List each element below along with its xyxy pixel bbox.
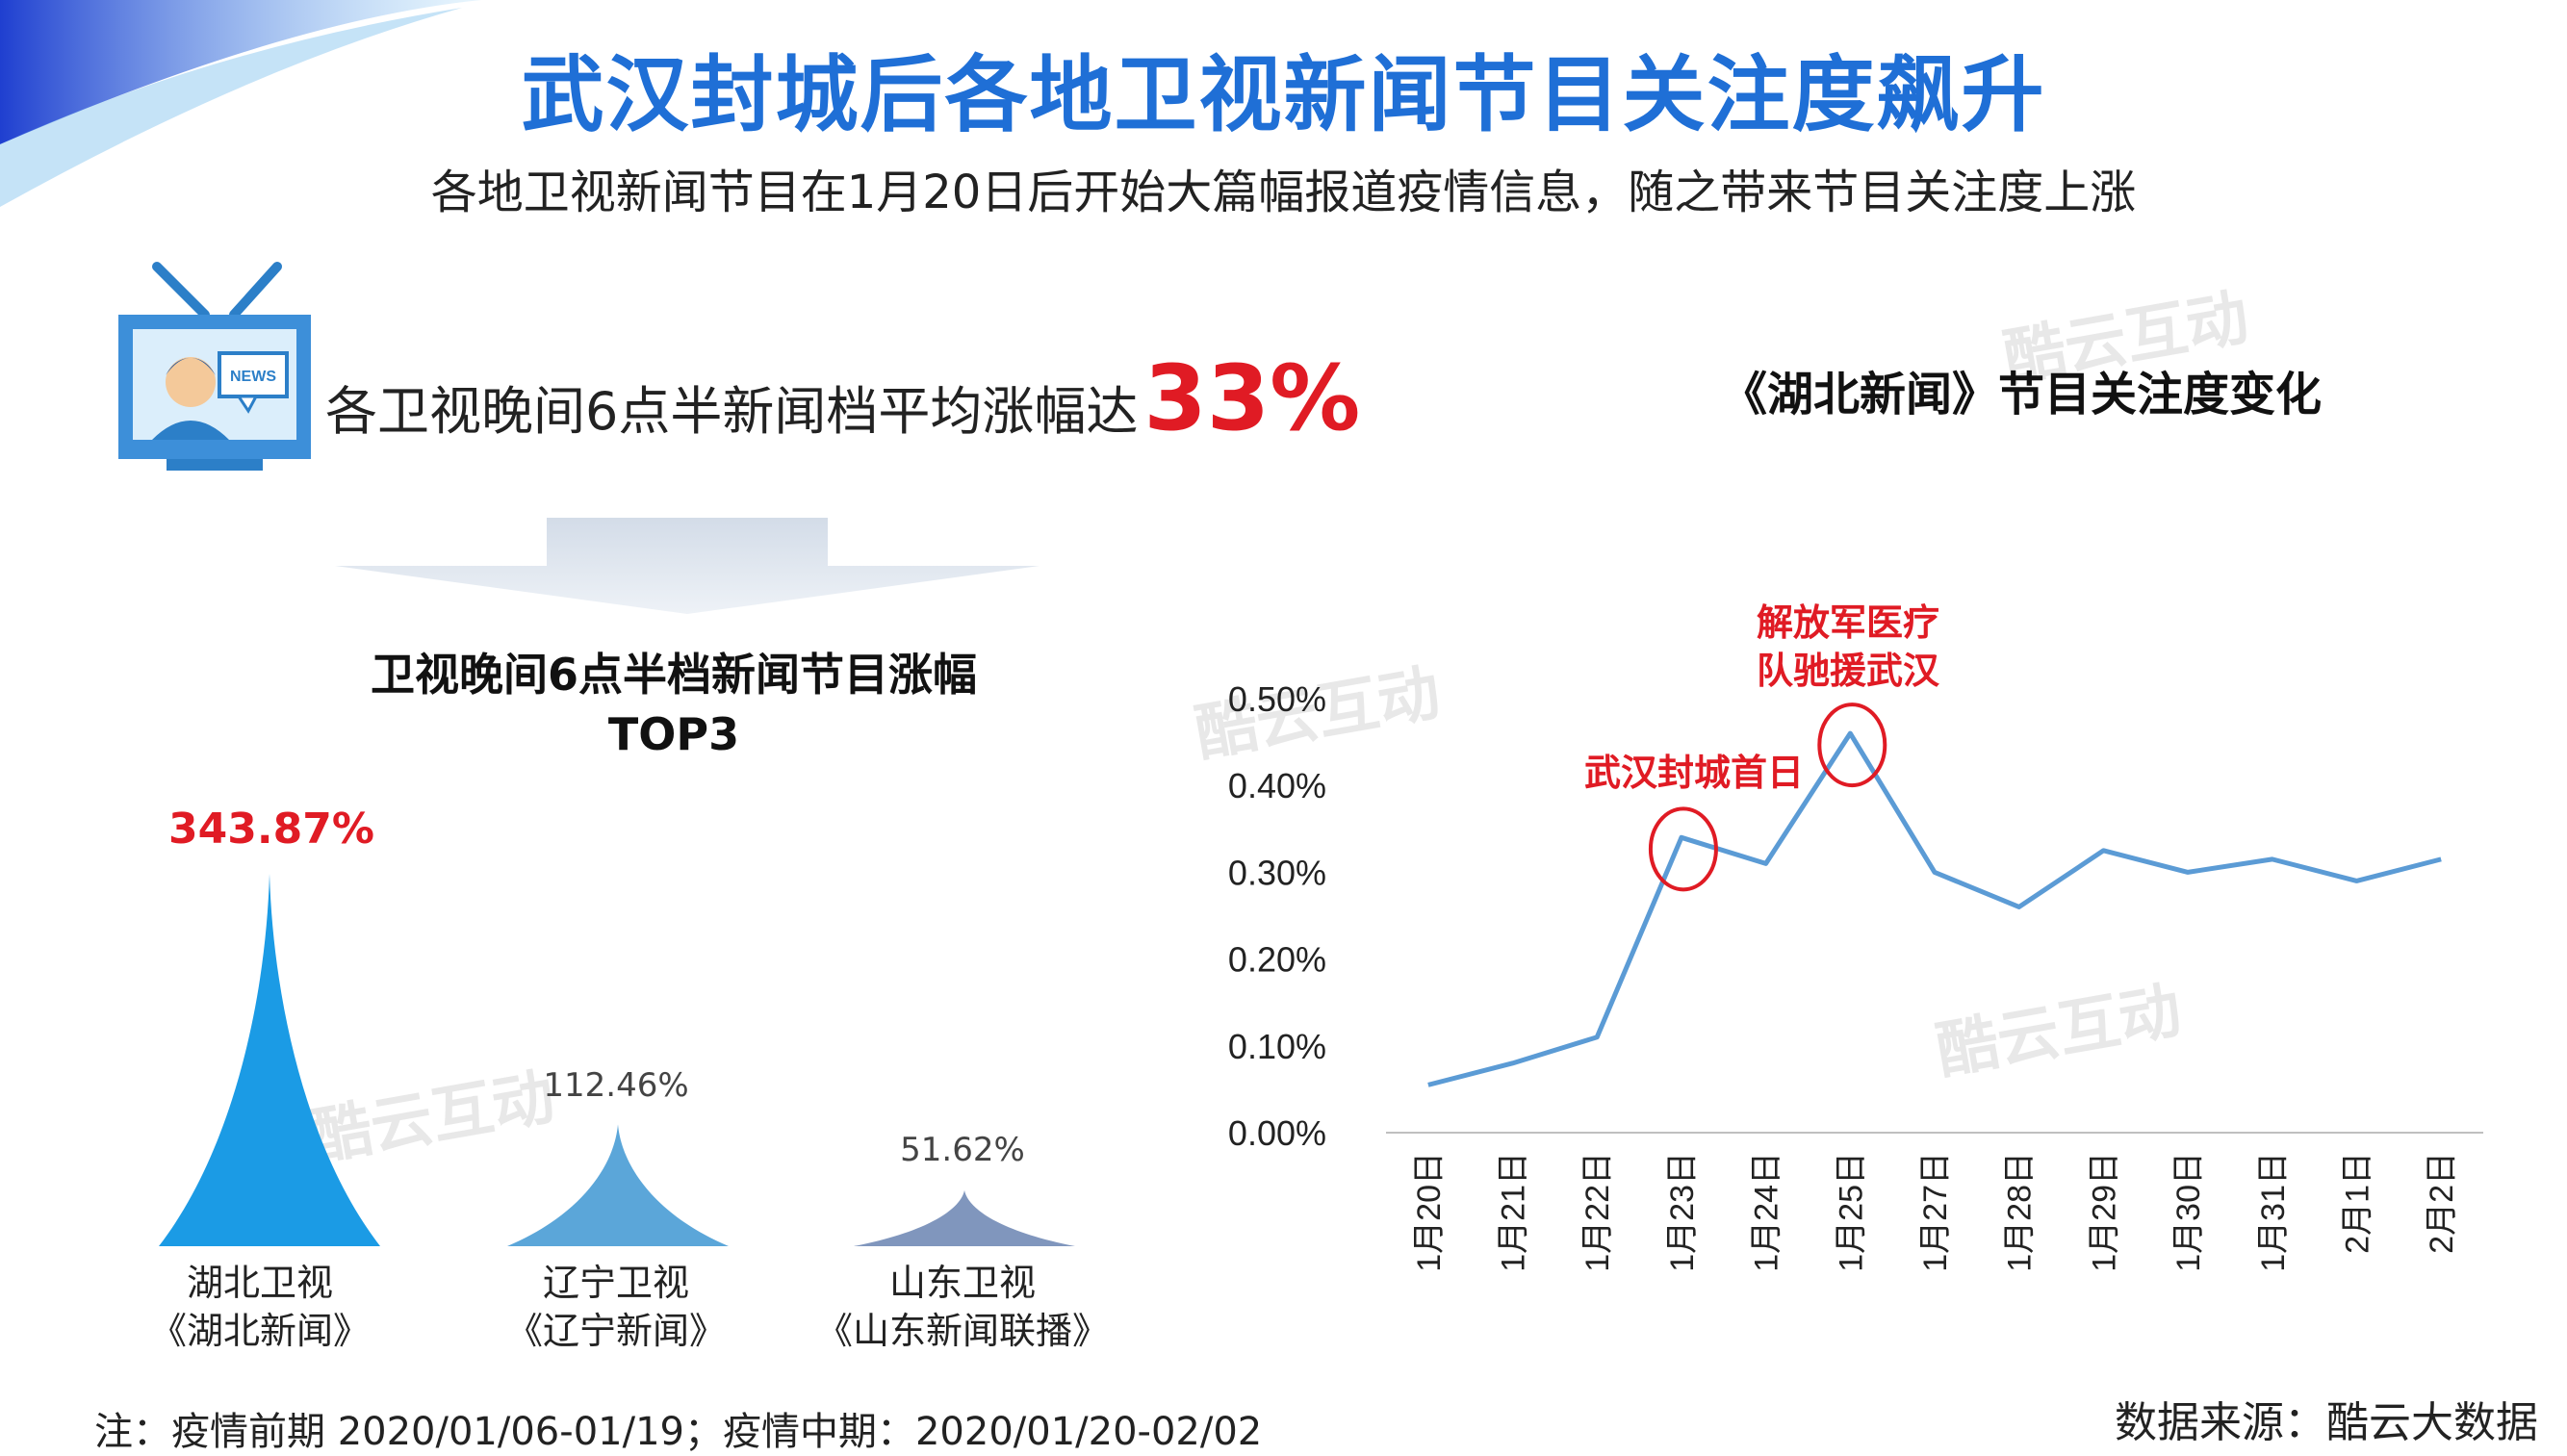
headline-text: 各卫视晚间6点半新闻档平均涨幅达 (325, 381, 1139, 442)
y-tick-label: 0.10% (1228, 1027, 1326, 1066)
x-tick-label: 1月25日 (1833, 1152, 1869, 1272)
bar-peak (159, 874, 380, 1246)
bar-value-label: 112.46% (543, 1066, 689, 1105)
y-tick-label: 0.00% (1228, 1113, 1326, 1153)
x-tick-label: 1月21日 (1496, 1152, 1532, 1272)
top3-bar-chart (159, 874, 1075, 1246)
bar-category-label: 山东卫视 《山东新闻联播》 (815, 1262, 1109, 1352)
y-tick-label: 0.30% (1228, 853, 1326, 892)
right-chart-title: 《湖北新闻》节目关注度变化 (1720, 368, 2322, 421)
highlight-circle (1648, 806, 1718, 892)
left-chart-title: 卫视晚间6点半档新闻节目涨幅 TOP3 (289, 645, 1059, 764)
x-tick-label: 1月22日 (1579, 1152, 1616, 1272)
x-tick-label: 2月2日 (2424, 1152, 2460, 1254)
footnote: 注：疫情前期 2020/01/06-01/19；疫情中期：2020/01/20-… (94, 1410, 1263, 1454)
page-title: 武汉封城后各地卫视新闻节目关注度飙升 (521, 47, 2046, 143)
x-tick-label: 1月30日 (2170, 1152, 2207, 1272)
headline: 各卫视晚间6点半新闻档平均涨幅达33% (325, 346, 1360, 451)
x-tick-label: 1月20日 (1411, 1152, 1448, 1272)
x-tick-label: 2月1日 (2339, 1152, 2375, 1254)
x-tick-label: 1月23日 (1664, 1152, 1701, 1272)
tv-news-icon: NEWS (118, 262, 311, 471)
bar-peak (507, 1124, 729, 1246)
corner-swoosh-decoration (0, 0, 481, 207)
annotation-lockdown: 武汉封城首日 (1583, 752, 1804, 794)
bar-category-label: 湖北卫视 《湖北新闻》 (149, 1262, 370, 1352)
x-tick-label: 1月28日 (2002, 1152, 2039, 1272)
data-source: 数据来源：酷云大数据 (2115, 1398, 2538, 1447)
x-tick-label: 1月29日 (2086, 1152, 2122, 1272)
x-tick-label: 1月31日 (2255, 1152, 2292, 1272)
bar-peak (854, 1189, 1075, 1246)
y-tick-label: 0.20% (1228, 940, 1326, 980)
tv-news-badge: NEWS (230, 369, 276, 385)
y-tick-label: 0.40% (1228, 766, 1326, 805)
page-subtitle: 各地卫视新闻节目在1月20日后开始大篇幅报道疫情信息，随之带来节目关注度上涨 (430, 166, 2137, 219)
annotation-pla-support: 解放军医疗 队驰援武汉 (1756, 601, 1939, 692)
series-line (1427, 730, 2442, 1087)
down-arrow-icon (335, 518, 1040, 614)
y-tick-label: 0.50% (1228, 679, 1326, 719)
x-tick-label: 1月27日 (1917, 1152, 1954, 1272)
headline-percent: 33% (1143, 346, 1361, 451)
highlight-circle (1817, 702, 1887, 788)
bar-value-label: 51.62% (900, 1131, 1025, 1169)
bar-category-label: 辽宁卫视 《辽宁新闻》 (505, 1262, 726, 1352)
x-tick-label: 1月24日 (1749, 1152, 1785, 1272)
bar-value-label: 343.87% (168, 805, 374, 854)
left-chart-title-line2: TOP3 (607, 708, 740, 760)
left-chart-title-line1: 卫视晚间6点半档新闻节目涨幅 (370, 649, 977, 701)
hubei-news-line-chart: 0.00% 0.10% 0.20% 0.30% 0.40% 0.50% 1月20日 1月21日… (1228, 679, 2483, 1272)
